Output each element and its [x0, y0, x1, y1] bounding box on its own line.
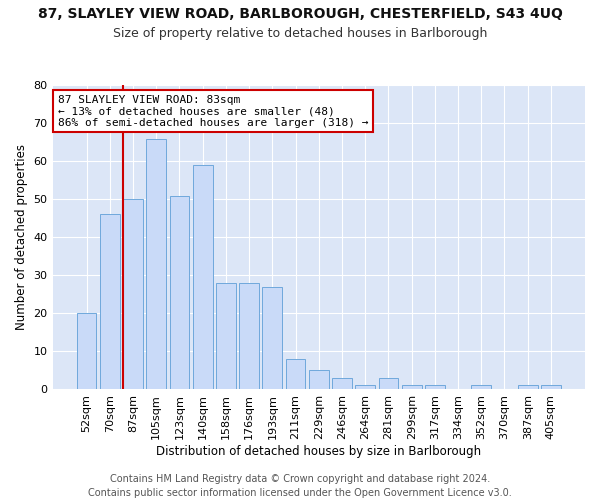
Text: 87 SLAYLEY VIEW ROAD: 83sqm
← 13% of detached houses are smaller (48)
86% of sem: 87 SLAYLEY VIEW ROAD: 83sqm ← 13% of det…	[58, 94, 368, 128]
Bar	[518, 385, 538, 389]
Bar	[239, 282, 259, 389]
Bar	[286, 358, 305, 389]
Bar	[472, 385, 491, 389]
Y-axis label: Number of detached properties: Number of detached properties	[15, 144, 28, 330]
Bar	[332, 378, 352, 389]
Bar	[77, 313, 97, 389]
Bar	[216, 282, 236, 389]
Bar	[402, 385, 422, 389]
Text: Contains HM Land Registry data © Crown copyright and database right 2024.
Contai: Contains HM Land Registry data © Crown c…	[88, 474, 512, 498]
Bar	[100, 214, 119, 389]
Text: 87, SLAYLEY VIEW ROAD, BARLBOROUGH, CHESTERFIELD, S43 4UQ: 87, SLAYLEY VIEW ROAD, BARLBOROUGH, CHES…	[38, 8, 562, 22]
X-axis label: Distribution of detached houses by size in Barlborough: Distribution of detached houses by size …	[156, 444, 481, 458]
Bar	[193, 165, 212, 389]
Bar	[541, 385, 561, 389]
Bar	[146, 138, 166, 389]
Bar	[355, 385, 375, 389]
Bar	[262, 286, 282, 389]
Bar	[309, 370, 329, 389]
Bar	[170, 196, 190, 389]
Bar	[379, 378, 398, 389]
Text: Size of property relative to detached houses in Barlborough: Size of property relative to detached ho…	[113, 28, 487, 40]
Bar	[123, 200, 143, 389]
Bar	[425, 385, 445, 389]
